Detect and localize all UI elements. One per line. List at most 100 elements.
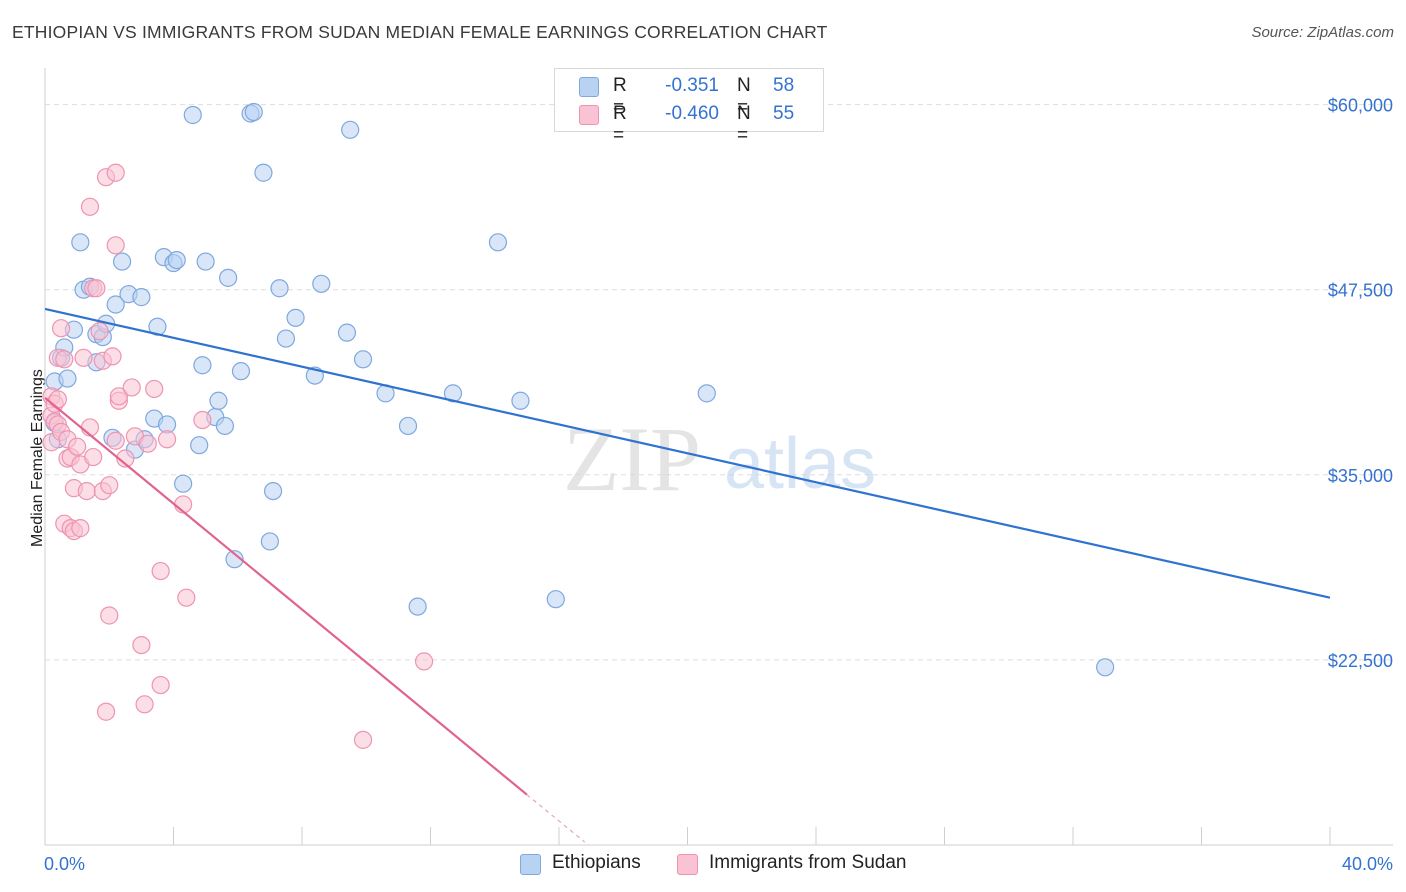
ethiopian-point bbox=[174, 474, 193, 493]
sudan-point bbox=[74, 348, 93, 367]
ethiopian-point bbox=[225, 550, 244, 569]
sudan-trend-extension bbox=[526, 794, 586, 843]
y-tick-label: $22,500 bbox=[1328, 651, 1393, 671]
sudan-point bbox=[80, 418, 100, 437]
sudan-point bbox=[80, 197, 100, 216]
legend-r-label: R = bbox=[613, 75, 627, 118]
ethiopian-point bbox=[183, 105, 202, 125]
sudan-point bbox=[77, 481, 96, 501]
x-tick-label: 0.0% bbox=[44, 854, 85, 874]
sudan-point bbox=[109, 387, 128, 406]
ethiopian-point bbox=[286, 308, 305, 327]
ethiopian-point bbox=[312, 274, 331, 293]
bottom-legend-label: Ethiopians bbox=[552, 852, 641, 873]
sudan-point bbox=[151, 561, 170, 581]
legend-n-value: 58 bbox=[773, 75, 795, 96]
sudan-point bbox=[145, 379, 164, 399]
sudan-point bbox=[132, 635, 151, 655]
sudan-point bbox=[106, 236, 125, 255]
ethiopian-point bbox=[337, 323, 357, 342]
ethiopian-point bbox=[71, 233, 90, 252]
y-tick-label: $35,000 bbox=[1328, 466, 1393, 486]
sudan-point bbox=[100, 606, 119, 625]
sudan-point bbox=[116, 449, 135, 468]
sudan-point bbox=[87, 279, 106, 298]
ethiopian-point bbox=[167, 250, 186, 270]
x-tick-label: 40.0% bbox=[1342, 854, 1393, 874]
sudan-point bbox=[106, 163, 125, 182]
sudan-point bbox=[71, 519, 90, 538]
sudan-point bbox=[84, 447, 103, 467]
sudan-trend-line bbox=[44, 396, 528, 796]
sudan-point bbox=[103, 347, 122, 366]
ethiopian-point bbox=[270, 279, 289, 298]
correlation-legend: R = -0.351 N = 58 R = -0.460 N = 55 bbox=[554, 68, 824, 146]
legend-r-label: R = bbox=[613, 103, 627, 146]
ethiopian-point bbox=[263, 481, 283, 501]
watermark: ZIP atlas bbox=[563, 408, 876, 510]
legend-r-value: -0.460 bbox=[665, 103, 719, 124]
trend-lines bbox=[44, 307, 1331, 843]
ethiopian-point bbox=[341, 120, 360, 139]
ethiopian-point bbox=[244, 102, 263, 122]
legend-swatch-blue bbox=[579, 77, 599, 97]
ethiopian-point bbox=[112, 252, 132, 271]
legend-n-value: 55 bbox=[773, 103, 795, 124]
ethiopian-point bbox=[697, 384, 716, 403]
ethiopian-point bbox=[58, 369, 77, 388]
watermark-atlas: atlas bbox=[724, 424, 876, 504]
ethiopian-point bbox=[276, 329, 296, 348]
gridlines bbox=[45, 104, 1393, 661]
ethiopian-point bbox=[132, 288, 151, 307]
sudan-point bbox=[157, 430, 177, 449]
ethiopian-point bbox=[190, 436, 209, 455]
ethiopian-point bbox=[1096, 658, 1115, 677]
sudan-point bbox=[353, 730, 373, 749]
sudan-point bbox=[106, 431, 125, 450]
bottom-legend-label: Immigrants from Sudan bbox=[709, 852, 907, 873]
sudan-point bbox=[68, 437, 87, 456]
sudan-point bbox=[48, 390, 67, 409]
ethiopian-point bbox=[209, 391, 228, 410]
y-tick-label: $47,500 bbox=[1328, 281, 1393, 301]
source-label: Source: ZipAtlas.com bbox=[1251, 24, 1394, 41]
sudan-point bbox=[96, 702, 116, 721]
ethiopian-point bbox=[254, 163, 273, 182]
legend-n-label: N = bbox=[737, 75, 751, 118]
legend-r-value: -0.351 bbox=[665, 75, 719, 96]
ethiopian-point bbox=[215, 416, 234, 436]
ethiopian-point bbox=[546, 590, 565, 609]
y-tick-label: $60,000 bbox=[1328, 96, 1393, 116]
data-points bbox=[42, 102, 1115, 749]
ethiopian-point bbox=[193, 356, 212, 375]
watermark-zip: ZIP bbox=[563, 408, 701, 510]
sudan-point bbox=[414, 652, 434, 671]
sudan-point bbox=[55, 350, 74, 369]
legend-n-label: N = bbox=[737, 103, 751, 146]
sudan-point bbox=[100, 476, 119, 495]
sudan-point bbox=[193, 410, 212, 430]
sudan-point bbox=[151, 675, 170, 695]
sudan-point bbox=[122, 378, 141, 397]
sudan-point bbox=[138, 434, 157, 453]
chart-title: ETHIOPIAN VS IMMIGRANTS FROM SUDAN MEDIA… bbox=[12, 22, 828, 42]
ethiopian-point bbox=[231, 362, 251, 381]
ethiopian-point bbox=[511, 391, 530, 410]
sudan-point bbox=[135, 695, 154, 714]
ethiopian-trend-line bbox=[44, 307, 1331, 599]
ethiopian-point bbox=[398, 416, 418, 436]
sudan-point bbox=[90, 322, 109, 341]
ethiopian-point bbox=[408, 597, 427, 616]
bottom-legend-swatch-pink bbox=[677, 854, 698, 875]
sudan-point bbox=[51, 319, 71, 338]
ethiopian-point bbox=[260, 532, 279, 551]
sudan-point bbox=[177, 588, 196, 607]
ethiopian-point bbox=[196, 252, 215, 271]
ethiopian-point bbox=[219, 268, 238, 287]
ethiopian-point bbox=[106, 295, 125, 314]
ethiopian-point bbox=[488, 233, 508, 252]
ethiopian-point bbox=[443, 384, 463, 403]
ethiopian-point bbox=[353, 350, 373, 369]
tick-labels: $22,500 $35,000 $47,500 $60,000 0.0% 40.0% bbox=[44, 96, 1393, 874]
